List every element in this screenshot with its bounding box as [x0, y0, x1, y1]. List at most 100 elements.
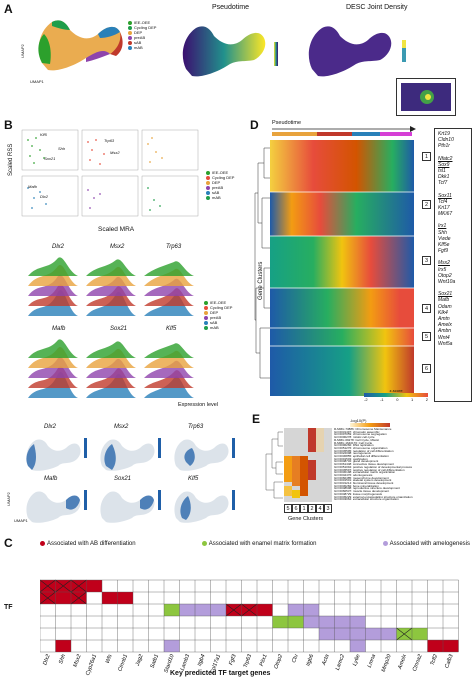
legend-item: sAB — [204, 320, 232, 325]
umap-gene-title: Msx2 — [114, 424, 129, 430]
gene-item: Tcf7 — [438, 180, 448, 187]
go-term: GO:0048729: tissue morphogenesis — [334, 492, 383, 496]
legend-item: Cycling DEP — [204, 305, 232, 310]
target-gene-label: Itgb6 — [305, 653, 315, 667]
go-term: GO:0030855: epithelial cell differentiat… — [334, 455, 389, 458]
desc-density-title: DESC Joint Density — [346, 4, 408, 11]
tf-target-cell — [164, 604, 180, 616]
heatmap — [270, 140, 414, 396]
target-gene-label: Mmp20 — [381, 653, 393, 673]
density-inset — [396, 78, 456, 116]
go-term: GO:0006260: DNA replication — [334, 444, 374, 447]
tf-target-cell — [427, 640, 443, 652]
umap-celltypes — [38, 20, 123, 71]
target-axis-label: Key predicted TF target genes — [170, 670, 271, 677]
scatter-grid — [21, 129, 199, 217]
legend-item: DEP — [204, 310, 232, 315]
cluster-number: 4 — [422, 304, 431, 313]
target-gene-label: Acta — [321, 654, 331, 667]
gene-item: MKi67 — [438, 211, 453, 218]
zscore-legend-title: z-score — [389, 388, 403, 393]
gene-item: Amelx — [438, 322, 452, 329]
pseudotime-title: Pseudotime — [212, 4, 249, 11]
expression-level-label: Expression level — [178, 402, 219, 408]
gene-item: Wnt10a — [438, 279, 456, 286]
tf-target-cell — [303, 604, 319, 616]
legend-item: sAB — [128, 40, 156, 45]
gene-item: Odam — [438, 303, 452, 310]
gene-item: Sox9 — [438, 161, 450, 168]
tf-target-grid: Dlx2Msx2Trp63MafbSox21Klf5Dlx2ShhMsx2Cyp… — [40, 579, 459, 676]
gene-item: Tcf4 — [438, 198, 448, 205]
cross-mark — [40, 579, 56, 593]
go-term: GO:0060537: muscle tissue development — [334, 490, 390, 493]
tf-target-cell — [350, 616, 366, 628]
go-term: GO:0048608: reproductive structure devel… — [334, 487, 400, 491]
tf-target-cell — [117, 592, 133, 604]
go-term: GO:0000278: mitotic cell cycle — [334, 436, 375, 439]
target-gene-label: Pitx1 — [259, 654, 269, 668]
ridge-title: Msx2 — [110, 244, 125, 250]
cluster-number: 2 — [422, 200, 431, 209]
cross-mark — [241, 603, 258, 617]
go-term: GO:0001503: ossification — [334, 457, 368, 461]
cluster-columns: 5 6 1 2 4 3 — [284, 504, 332, 513]
ridge-plots — [28, 257, 194, 398]
zscore-legend: z-score -2 -1 0 1 2 — [364, 388, 428, 402]
go-term: GO:0007059: chromosome segregation — [334, 433, 387, 437]
cluster-column-label: 6 — [292, 504, 300, 513]
umap-gene-title: Sox21 — [114, 476, 132, 482]
target-gene-label: Calb3 — [444, 653, 455, 669]
gene-item: Wnt4 — [438, 334, 450, 341]
target-gene-label: Satb1 — [150, 654, 161, 670]
gene-item: Klf5e — [438, 242, 450, 249]
gene-item: Isl1 — [438, 168, 446, 175]
umap-gene-title: Mafb — [44, 476, 58, 482]
panel-letter-c: C — [4, 536, 13, 550]
enrichment-dendrogram — [265, 431, 283, 499]
panel-letter-b: B — [4, 118, 13, 132]
tf-target-cell — [350, 640, 366, 652]
umap-density — [308, 26, 406, 77]
panel-c-legend: Associated with AB differentiation Assoc… — [40, 541, 470, 547]
tf-target-cell — [102, 592, 118, 604]
tf-target-cell — [288, 604, 304, 616]
cluster-number: 1 — [422, 152, 431, 161]
cross-mark — [225, 603, 242, 617]
scaled-rss-label: Scaled RSS — [8, 143, 14, 176]
pseudotime-arrow-label: Pseudotime — [272, 120, 302, 126]
legend-item: mAB — [204, 325, 232, 330]
feature-umaps — [26, 438, 235, 523]
legend-item: Cycling DEP — [128, 25, 156, 30]
umap-gene-title: Klf5 — [188, 476, 199, 482]
legend-item: preAB — [128, 35, 156, 40]
legend-item: DEP — [206, 180, 234, 185]
tf-target-cell — [272, 616, 288, 628]
target-gene-label: Otop2 — [273, 654, 284, 670]
gene-list-box: Krt19 Cldn10 Pth1r Nfatc2 Sox9 Isl1 Dkk1… — [434, 128, 472, 402]
target-gene-label: Tcfl2 — [430, 654, 440, 667]
cross-mark — [55, 579, 72, 593]
ridge-title: Sox21 — [110, 326, 128, 332]
gene-item: Wnt5a — [438, 340, 453, 347]
panel-letter-e: E — [252, 412, 261, 426]
gene-label: Mafb — [28, 184, 37, 189]
target-gene-label: Dlx2 — [42, 654, 51, 666]
target-gene-label: Ctnnb1 — [117, 654, 129, 673]
go-term: GO:0051094: positive regulation of devel… — [334, 465, 413, 469]
tf-target-cell — [319, 616, 335, 628]
target-gene-label: Msx2 — [72, 654, 82, 668]
legend-item: mAB — [128, 45, 156, 50]
cross-mark — [396, 627, 413, 641]
zscore-ticks: -2 -1 0 1 2 — [364, 397, 428, 402]
go-term: GO:0030198: extracellular matrix organiz… — [334, 471, 396, 474]
logp-colorbar — [350, 423, 390, 427]
gene-item: Pth1r — [438, 143, 450, 150]
go-term: GO:0045595: regulation of cell different… — [334, 449, 394, 453]
gene-label: Dlx2 — [40, 194, 49, 199]
gene-item: Irx5 — [438, 266, 447, 273]
tf-target-cell — [303, 616, 319, 628]
tf-target-cell — [365, 628, 381, 640]
go-term: GO:0045597: positive regulation of cell … — [334, 468, 405, 472]
scaled-mra-label: Scaled MRA — [98, 226, 135, 233]
